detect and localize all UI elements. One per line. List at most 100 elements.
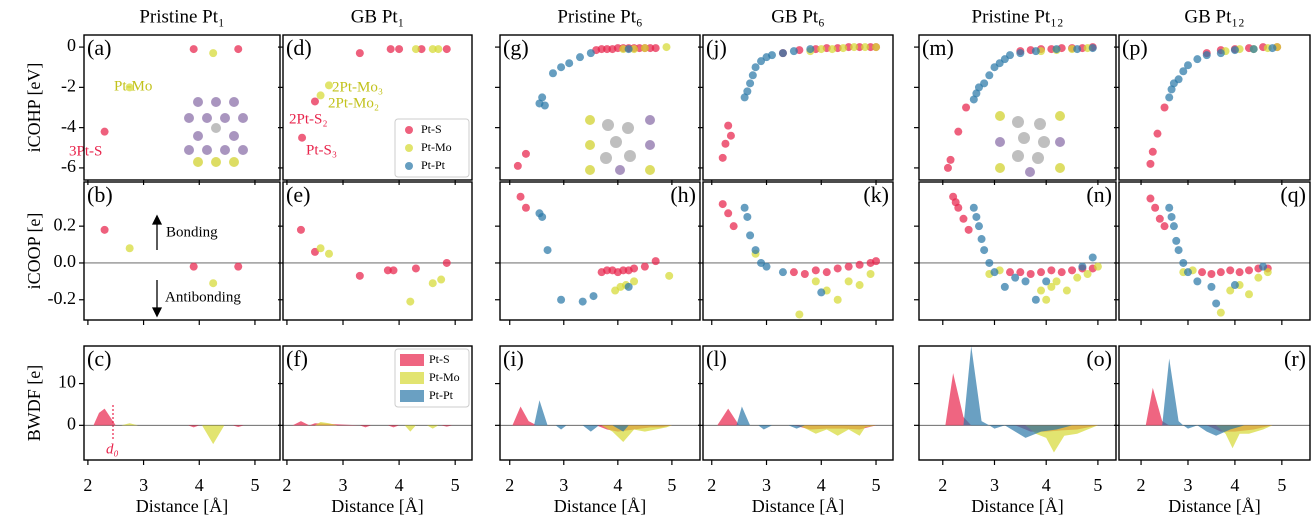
x-tick-label: 2 (707, 475, 716, 495)
panel-letter: (e) (286, 182, 310, 207)
point (1244, 266, 1253, 275)
point (1153, 129, 1162, 138)
plot-area (513, 43, 671, 170)
plot-area (100, 45, 243, 136)
panel-letter: (r) (1284, 346, 1306, 371)
area (314, 422, 439, 432)
point (743, 87, 752, 96)
x-tick-label: 3 (559, 475, 568, 495)
point (1083, 270, 1092, 278)
panel-frame (499, 345, 701, 461)
panel-frame (918, 181, 1117, 321)
point (386, 45, 395, 54)
point (1230, 46, 1239, 55)
plot-area (703, 406, 893, 436)
point (557, 63, 566, 72)
point (296, 225, 305, 234)
point (954, 127, 963, 136)
point (1179, 258, 1188, 267)
plot-area (1146, 43, 1282, 168)
point (974, 222, 983, 231)
column-title: Pristine Pt₁₂ (972, 6, 1064, 27)
point (624, 45, 633, 54)
x-tick-label: 5 (250, 475, 259, 495)
point (746, 79, 755, 88)
plot-area (84, 225, 280, 288)
point (855, 260, 864, 269)
point (298, 133, 307, 142)
point (866, 43, 875, 52)
point (751, 63, 760, 72)
point (789, 268, 798, 277)
column-title: GB Pt₁₂ (1184, 6, 1244, 27)
point (980, 79, 989, 88)
x-tick-label: 4 (1230, 475, 1239, 495)
point (1193, 277, 1202, 286)
point (209, 279, 218, 288)
point (1146, 159, 1155, 168)
point (576, 53, 584, 62)
area (534, 400, 629, 432)
point (1052, 277, 1061, 286)
x-tick-label: 5 (667, 475, 676, 495)
x-axis-label: Distance [Å] (136, 496, 228, 516)
panel-letter: (d) (286, 35, 312, 60)
point (543, 246, 552, 255)
column-title: GB Pt₆ (771, 6, 825, 27)
point (1037, 286, 1046, 295)
area (601, 425, 672, 443)
point (1031, 47, 1040, 56)
point (189, 45, 198, 54)
y-tick-label: -2 (61, 75, 76, 95)
y-axis-label: iCOOP [e] (24, 213, 44, 290)
point (757, 57, 766, 66)
annotation: Antibonding (165, 289, 241, 305)
point (1151, 203, 1160, 212)
point (1062, 286, 1071, 295)
x-tick-label: 4 (195, 475, 204, 495)
area (799, 425, 877, 436)
panel-letter: (g) (503, 35, 529, 60)
point (778, 268, 787, 277)
point (557, 295, 566, 304)
point (872, 43, 881, 52)
x-tick-label: 3 (339, 475, 348, 495)
legend-marker (405, 162, 413, 170)
point (844, 262, 853, 271)
point (724, 209, 733, 218)
point (1088, 44, 1097, 53)
point (972, 212, 981, 221)
point (538, 212, 547, 221)
point (442, 45, 451, 54)
panel-frame (702, 345, 894, 461)
y-tick-label: 0.0 (54, 251, 77, 271)
panel-frame (918, 34, 1117, 181)
point (839, 44, 848, 53)
point (778, 49, 787, 58)
legend-label: Pt-Pt (421, 158, 446, 172)
point (1000, 282, 1009, 291)
point (1052, 45, 1061, 54)
annotation: Bonding (166, 224, 218, 240)
x-tick-label: 2 (505, 475, 514, 495)
point (1047, 266, 1056, 275)
point (324, 249, 333, 258)
y-tick-label: 0.2 (54, 214, 77, 234)
point (521, 149, 530, 158)
point (1146, 194, 1155, 203)
point (316, 91, 325, 100)
point (578, 297, 587, 306)
panel-letter: (i) (503, 346, 524, 371)
point (1193, 55, 1202, 64)
point (383, 266, 392, 275)
point (817, 45, 826, 54)
legend-label: Pt-Mo (429, 370, 460, 384)
legend-marker (405, 126, 413, 134)
point (833, 295, 842, 304)
column-title: Pristine Pt₁ (139, 6, 224, 27)
point (428, 45, 437, 54)
point (442, 258, 451, 267)
point (959, 214, 968, 223)
legend-marker (400, 354, 424, 366)
point (943, 163, 952, 172)
